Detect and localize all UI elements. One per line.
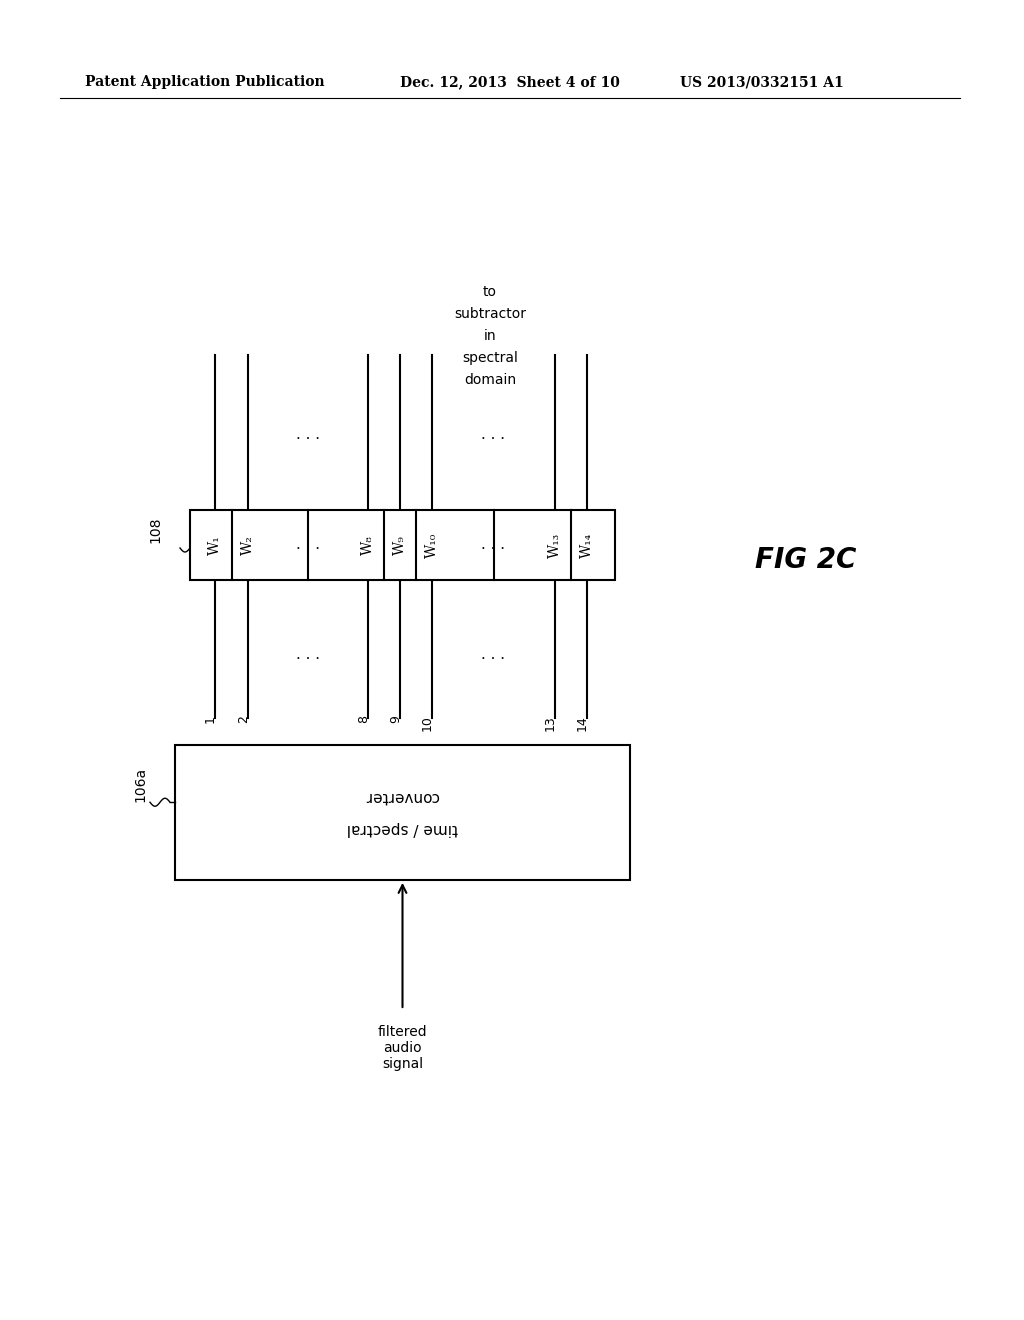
Text: 14: 14 [575, 715, 589, 731]
Text: time / spectral: time / spectral [347, 821, 458, 836]
Text: in: in [483, 329, 497, 343]
Text: converter: converter [366, 789, 439, 804]
Text: 8: 8 [357, 715, 370, 723]
Text: . . .: . . . [481, 428, 505, 442]
Text: W₂: W₂ [241, 535, 255, 554]
Text: domain: domain [464, 374, 516, 387]
Text: . . .: . . . [296, 539, 319, 552]
Text: FIG 2C: FIG 2C [755, 546, 856, 574]
Text: W₁: W₁ [208, 535, 222, 554]
Text: . . .: . . . [481, 648, 505, 663]
Text: 106a: 106a [133, 767, 147, 801]
Text: US 2013/0332151 A1: US 2013/0332151 A1 [680, 75, 844, 88]
Text: subtractor: subtractor [454, 308, 526, 321]
Bar [190, 510, 615, 579]
Text: W₁₃: W₁₃ [548, 532, 562, 557]
Text: W₈: W₈ [361, 535, 375, 554]
Text: Patent Application Publication: Patent Application Publication [85, 75, 325, 88]
Text: to: to [483, 285, 497, 300]
Text: filtered
audio
signal: filtered audio signal [378, 1026, 427, 1072]
Text: 9: 9 [389, 715, 402, 723]
Text: 2: 2 [237, 715, 250, 723]
Text: 10: 10 [421, 715, 434, 731]
Text: 1: 1 [204, 715, 217, 723]
Text: W₁₄: W₁₄ [580, 532, 594, 557]
Text: . . .: . . . [296, 648, 319, 663]
Text: 13: 13 [544, 715, 557, 731]
Text: spectral: spectral [462, 351, 518, 366]
Bar [175, 744, 630, 880]
Text: Dec. 12, 2013  Sheet 4 of 10: Dec. 12, 2013 Sheet 4 of 10 [400, 75, 620, 88]
Text: 108: 108 [148, 516, 162, 544]
Text: W₉: W₉ [393, 535, 407, 554]
Text: W₁₀: W₁₀ [425, 532, 439, 557]
Text: . . .: . . . [481, 539, 505, 552]
Text: . . .: . . . [296, 428, 319, 442]
